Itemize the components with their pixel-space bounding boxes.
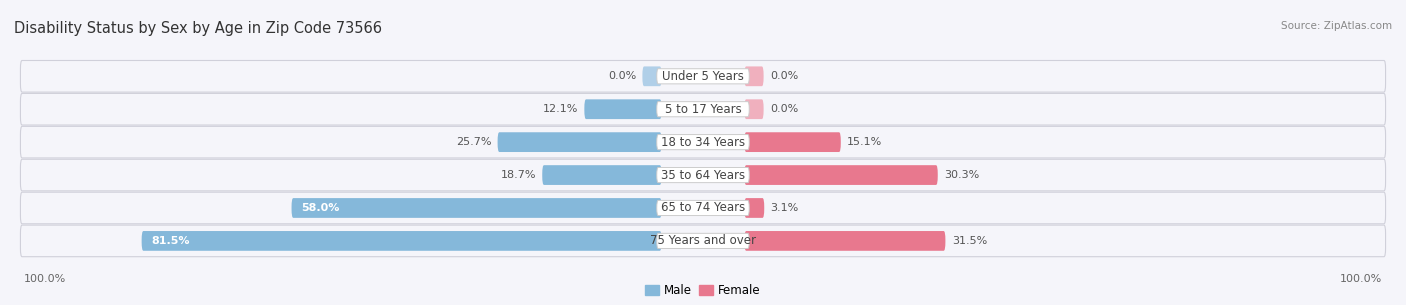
Text: 30.3%: 30.3%	[945, 170, 980, 180]
Text: 65 to 74 Years: 65 to 74 Years	[661, 202, 745, 214]
FancyBboxPatch shape	[291, 198, 662, 218]
FancyBboxPatch shape	[21, 225, 1385, 257]
Text: 31.5%: 31.5%	[952, 236, 987, 246]
Text: 75 Years and over: 75 Years and over	[650, 235, 756, 247]
FancyBboxPatch shape	[21, 60, 1385, 92]
FancyBboxPatch shape	[744, 198, 765, 218]
Text: 0.0%: 0.0%	[770, 104, 799, 114]
Text: Under 5 Years: Under 5 Years	[662, 70, 744, 83]
Text: 18 to 34 Years: 18 to 34 Years	[661, 136, 745, 149]
Text: 15.1%: 15.1%	[848, 137, 883, 147]
FancyBboxPatch shape	[498, 132, 662, 152]
FancyBboxPatch shape	[657, 233, 749, 249]
Text: 100.0%: 100.0%	[24, 274, 66, 284]
FancyBboxPatch shape	[744, 132, 841, 152]
FancyBboxPatch shape	[142, 231, 662, 251]
FancyBboxPatch shape	[643, 66, 662, 86]
FancyBboxPatch shape	[21, 192, 1385, 224]
FancyBboxPatch shape	[744, 99, 763, 119]
Text: 3.1%: 3.1%	[770, 203, 799, 213]
Text: 81.5%: 81.5%	[152, 236, 190, 246]
Text: Source: ZipAtlas.com: Source: ZipAtlas.com	[1281, 21, 1392, 31]
Text: 0.0%: 0.0%	[607, 71, 636, 81]
FancyBboxPatch shape	[21, 159, 1385, 191]
FancyBboxPatch shape	[744, 165, 938, 185]
FancyBboxPatch shape	[657, 135, 749, 150]
Text: 5 to 17 Years: 5 to 17 Years	[665, 103, 741, 116]
FancyBboxPatch shape	[21, 93, 1385, 125]
Text: 12.1%: 12.1%	[543, 104, 578, 114]
Text: 58.0%: 58.0%	[301, 203, 339, 213]
Text: 18.7%: 18.7%	[501, 170, 536, 180]
FancyBboxPatch shape	[657, 167, 749, 183]
Text: 25.7%: 25.7%	[456, 137, 491, 147]
Text: 100.0%: 100.0%	[1340, 274, 1382, 284]
Text: Disability Status by Sex by Age in Zip Code 73566: Disability Status by Sex by Age in Zip C…	[14, 21, 382, 36]
FancyBboxPatch shape	[543, 165, 662, 185]
Text: 35 to 64 Years: 35 to 64 Years	[661, 169, 745, 181]
FancyBboxPatch shape	[657, 69, 749, 84]
FancyBboxPatch shape	[21, 126, 1385, 158]
FancyBboxPatch shape	[585, 99, 662, 119]
FancyBboxPatch shape	[657, 102, 749, 117]
FancyBboxPatch shape	[744, 66, 763, 86]
Legend: Male, Female: Male, Female	[641, 280, 765, 302]
FancyBboxPatch shape	[744, 231, 945, 251]
Text: 0.0%: 0.0%	[770, 71, 799, 81]
FancyBboxPatch shape	[657, 200, 749, 216]
